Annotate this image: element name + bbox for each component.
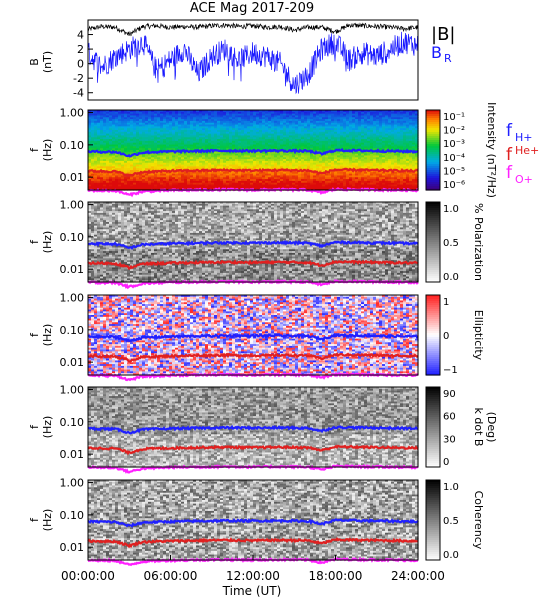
- b-ylabel: B: [28, 58, 41, 66]
- intensity-colorbar: 10⁻¹ 10⁻² 10⁻³ 10⁻⁴ 10⁻⁵ 10⁻⁶ Intensity (nT²/H…: [426, 102, 498, 198]
- ytick-label: 1.00: [60, 107, 85, 120]
- b-ytick-label: -4: [73, 87, 84, 100]
- b-ytick-label: -2: [73, 72, 84, 85]
- colorbar-tick-label: 10⁻³: [443, 139, 465, 150]
- colorbar-tick-label: 10⁻²: [443, 126, 465, 137]
- b-legend-radial-sub: R: [444, 52, 452, 65]
- b-ytick-label: 0: [77, 58, 84, 71]
- b-ytick-label: 4: [77, 29, 84, 42]
- colorbar-tick-label: 10⁻⁴: [443, 153, 465, 164]
- intensity-colorbar-label: Intensity (nT²/Hz): [485, 102, 498, 198]
- b-legend-radial: B: [431, 43, 442, 62]
- b-field-panel: 420-2-4B (nT)|B|B R: [28, 20, 455, 100]
- figure-title: ACE Mag 2017-209: [190, 1, 314, 16]
- polarization-panel: 1.000.100.01f (Hz)1.00.50.0% Polarization: [28, 199, 485, 288]
- colorbar-tick-label: 10⁻⁵: [443, 166, 465, 177]
- colorbar-tick-label: 10⁻¹: [443, 112, 465, 123]
- b-legend-total: |B|: [431, 24, 455, 45]
- ytick-label: 0.10: [60, 139, 85, 152]
- b-yunit: (nT): [41, 51, 54, 73]
- intensity-ylabel: f: [28, 147, 41, 152]
- ytick-label: 0.01: [60, 171, 85, 184]
- colorbar-tick-label: 10⁻⁶: [443, 180, 465, 191]
- intensity-yunit: (Hz): [41, 139, 54, 162]
- panels: 420-2-4B (nT)|B|B R1.000.100.01f (Hz)10⁻¹10…: [28, 20, 498, 565]
- intensity-panel: 1.000.100.01f (Hz)10⁻¹10⁻²10⁻³10⁻⁴10⁻⁵10⁻…: [28, 102, 498, 198]
- b-ytick-label: 2: [77, 43, 84, 56]
